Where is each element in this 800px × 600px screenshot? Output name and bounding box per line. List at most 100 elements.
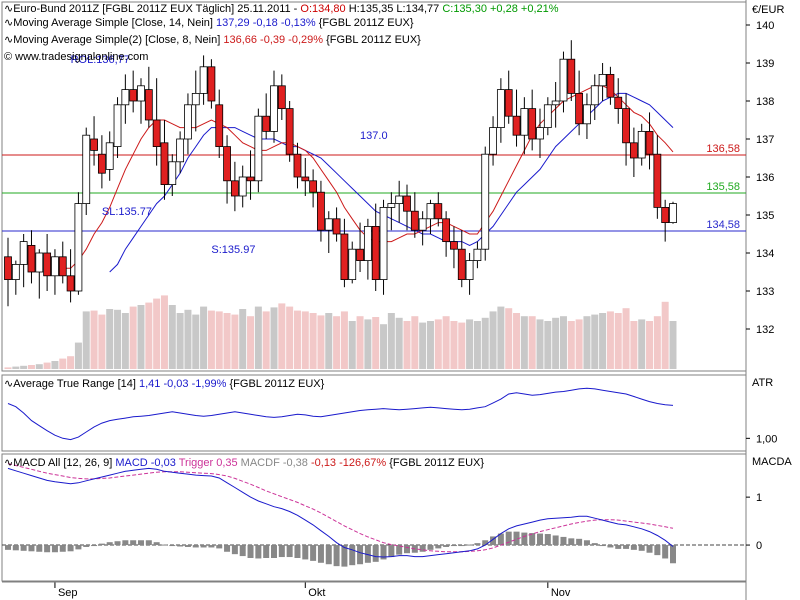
macdf-bar <box>419 545 426 552</box>
candle-body <box>82 134 91 204</box>
y-tick-label: 140 <box>756 20 774 32</box>
macdf-bar <box>51 545 58 553</box>
volume-bar <box>552 317 560 369</box>
volume-bar <box>520 316 528 369</box>
macdf-bar <box>404 545 410 554</box>
atr-tick-label: 1,00 <box>756 433 777 445</box>
macdf-bar <box>333 545 340 567</box>
volume-bar <box>606 311 614 369</box>
macdf-bar <box>341 545 348 567</box>
volume-bar <box>90 310 98 369</box>
macdf-bar <box>20 545 27 551</box>
chart-annotation: 137.0 <box>360 130 388 142</box>
macdf-bar <box>349 545 356 566</box>
candle-body <box>629 142 638 159</box>
macdf-bar <box>177 545 184 547</box>
macdf-bar <box>91 545 98 547</box>
volume-bar <box>270 307 278 369</box>
volume-bar <box>262 311 270 369</box>
candle-body <box>90 138 98 151</box>
macdf-bar <box>505 531 512 546</box>
macd_title_parts-part: {FGBL 2011Z EUX} <box>386 457 485 469</box>
volume-bar <box>489 311 497 369</box>
macdf-bar <box>380 545 387 560</box>
macdf-bar <box>239 545 246 557</box>
macdf-bar <box>224 545 231 552</box>
volume-bar <box>442 316 450 369</box>
volume-bar <box>528 316 536 369</box>
macdf-bar <box>12 545 19 551</box>
indicator-glyph-icon: ∿ <box>4 457 14 469</box>
macdf-bar <box>497 533 504 546</box>
volume-bar <box>301 311 309 369</box>
header.line3_parts-part: Moving Average Simple(2) [Close, 8, Nein… <box>13 34 224 46</box>
macd-tick-label: 1 <box>756 492 762 504</box>
candle-body <box>262 115 271 132</box>
volume-bar <box>403 321 411 369</box>
candle-body <box>199 66 208 94</box>
macdf-bar <box>615 545 622 549</box>
candle-body <box>496 89 505 128</box>
macdf-bar <box>443 545 450 547</box>
macdf-bar <box>630 545 637 550</box>
chart-annotation: S:135.97 <box>211 244 255 256</box>
volume-bar <box>395 317 403 369</box>
indicator-glyph-icon: ∿ <box>4 3 14 15</box>
candle-body <box>137 85 145 102</box>
volume-bar <box>309 313 317 369</box>
y-tick-label: 139 <box>756 58 774 70</box>
macdf-bar <box>5 545 11 550</box>
macdf-bar <box>114 541 121 546</box>
volume-bar <box>168 305 176 369</box>
candle-body <box>4 256 12 280</box>
volume-bar <box>67 356 75 369</box>
y-tick-label: 137 <box>756 134 774 146</box>
candle-body <box>606 74 615 98</box>
volume-bar <box>638 319 646 369</box>
volume-bar <box>20 365 28 369</box>
macdf-bar <box>310 545 317 561</box>
atr-legend: ∿Average True Range [14] 1,41 -0,03 -1,9… <box>4 377 324 390</box>
macdf-bar <box>364 545 371 563</box>
candle-body <box>356 248 364 261</box>
volume-bar <box>192 314 200 369</box>
macd_title_parts-part: Trigger 0,35 <box>175 457 238 469</box>
candle-body <box>575 93 584 125</box>
candle-body <box>403 195 411 212</box>
volume-bar <box>559 316 567 369</box>
macdf-bar <box>490 536 497 546</box>
candle-body <box>317 191 325 231</box>
macdf-bar <box>231 545 238 555</box>
macdf-bar <box>529 533 536 546</box>
volume-bar <box>536 319 544 369</box>
candle-body <box>637 130 646 159</box>
header.line2_parts-part: {FGBL 2011Z EUX} <box>315 17 414 29</box>
candle-body <box>520 108 529 136</box>
macd_title_parts-part: -0,13 -126,67% <box>307 457 387 469</box>
macdf-bar <box>599 545 606 547</box>
volume-bar <box>121 313 129 369</box>
volume-bar <box>380 324 388 369</box>
macdf-bar <box>568 538 575 546</box>
macdf-bar <box>466 544 473 546</box>
candle-body <box>598 74 607 87</box>
macdf-bar <box>583 540 590 546</box>
candle-body <box>473 248 482 261</box>
macd-tick-label: 0 <box>756 540 762 552</box>
volume-bar <box>293 310 301 369</box>
candle-body <box>105 142 114 170</box>
macdf-bar <box>263 545 270 558</box>
macdf-bar <box>623 545 630 549</box>
volume-bar <box>458 322 466 369</box>
macdf-bar <box>200 545 207 548</box>
volume-bar <box>114 309 122 369</box>
candle-body <box>653 153 662 208</box>
candle-body <box>379 206 388 280</box>
y-tick-label: 133 <box>756 286 774 298</box>
macdf-bar <box>294 545 301 558</box>
x-tick-label: Nov <box>551 587 571 599</box>
copyright-text: © www.tradesignalonline.com <box>4 51 149 63</box>
hline-label: 134,58 <box>706 219 740 231</box>
candle-body <box>246 176 255 182</box>
